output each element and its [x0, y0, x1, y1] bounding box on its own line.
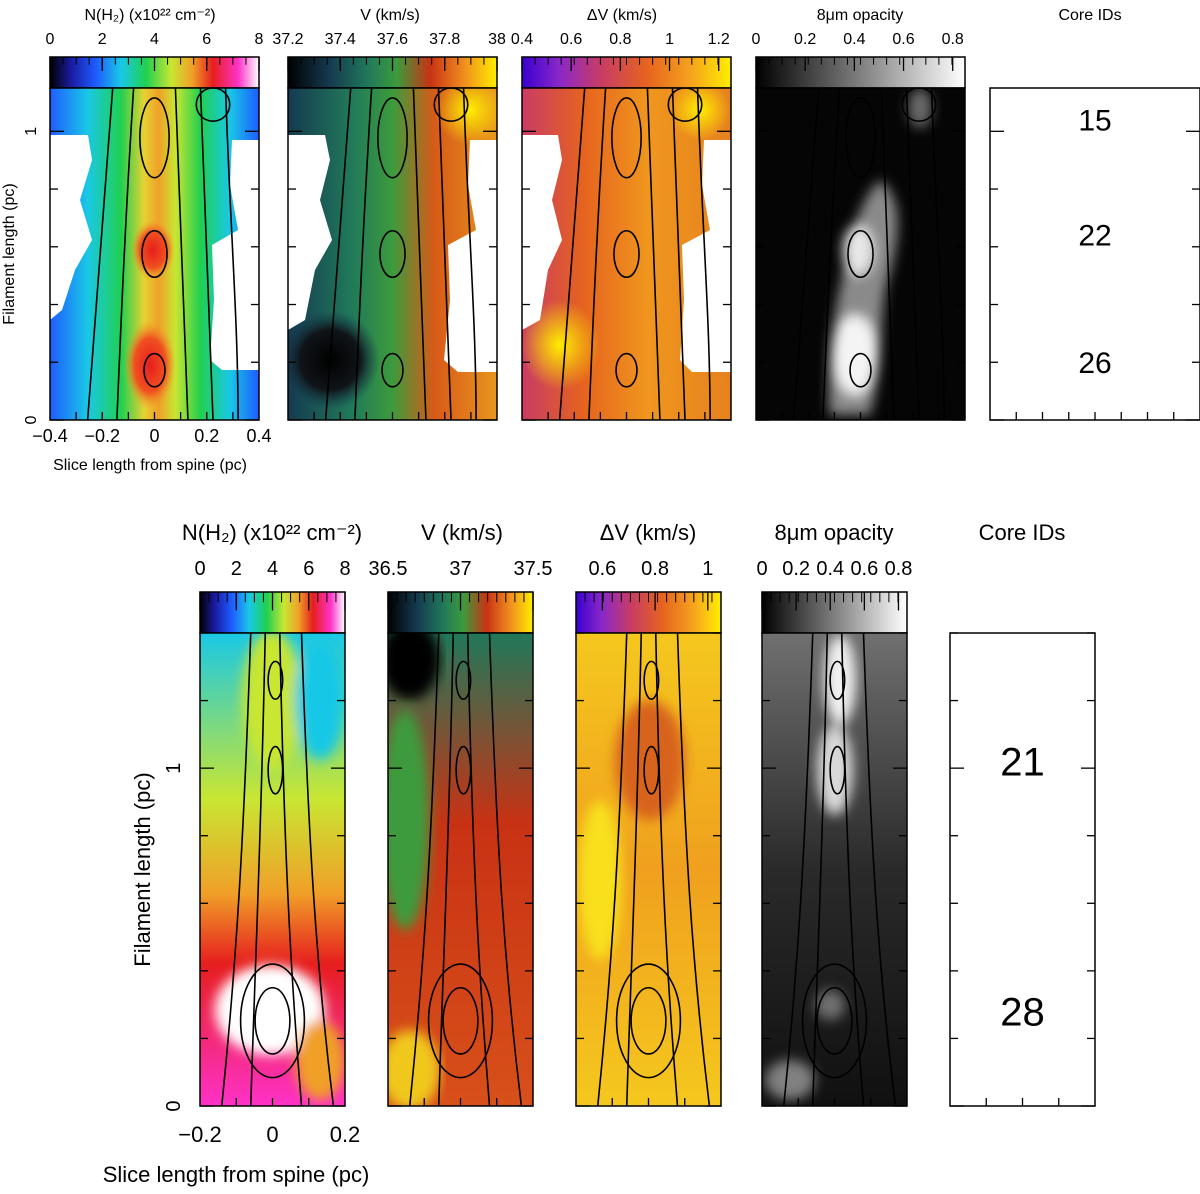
core-id-label: 21	[1000, 740, 1045, 784]
colorbar-tick-label: 0.8	[942, 31, 964, 48]
colorbar-tick-label: 8	[339, 558, 350, 580]
contours	[86, 88, 239, 420]
colorbar-tick-label: 1.2	[708, 31, 730, 48]
core-ids-panel	[949, 632, 1096, 1107]
colorbar-tick-label: 0.6	[588, 558, 616, 580]
colorbar-tick-label: 37.5	[514, 558, 553, 580]
colorbar-tick-label: 37.2	[272, 31, 303, 48]
panel-title-dv: ΔV (km/s)	[600, 520, 697, 545]
panel-title-op: 8μm opacity	[774, 520, 893, 545]
colorbar-tick-label: 38	[488, 31, 506, 48]
contours	[596, 633, 711, 1106]
x-tick-label: 0.2	[330, 1122, 361, 1147]
contours	[324, 88, 477, 420]
panel-title-vel: V (km/s)	[360, 7, 420, 24]
colorbar-tick-label: 0.6	[560, 31, 582, 48]
colorbar-tick-label: 0.6	[892, 31, 914, 48]
contours	[782, 633, 897, 1106]
map-op	[762, 633, 907, 1106]
x-tick-label: −0.2	[178, 1122, 221, 1147]
colorbar-tick-label: 0.8	[885, 558, 913, 580]
x-tick-label: 0	[149, 426, 159, 446]
contours	[220, 633, 335, 1106]
colorbar-tick-label: 2	[231, 558, 242, 580]
colorbar-tick-label: 36.5	[369, 558, 408, 580]
colorbar-tick-label: 0.4	[816, 558, 844, 580]
colorbar-tick-label: 8	[255, 31, 264, 48]
colorbar-tick-label: 1	[702, 558, 713, 580]
core-id-label: 15	[1078, 104, 1111, 137]
panel-title-op: 8μm opacity	[817, 7, 904, 24]
y-axis-label: Filament length (pc)	[1, 183, 18, 324]
colorbar-tick-label: 4	[267, 558, 278, 580]
colorbar-tick-label: 4	[150, 31, 159, 48]
x-axis-label: Slice length from spine (pc)	[53, 457, 247, 474]
y-tick-label: 1	[23, 127, 40, 136]
map-dv	[576, 633, 721, 1106]
colorbar-tick-label: 0.2	[794, 31, 816, 48]
y-tick-label: 0	[23, 415, 40, 424]
panel-title-vel: V (km/s)	[421, 520, 503, 545]
y-tick-label: 1	[163, 763, 185, 774]
map-op	[756, 88, 965, 420]
core-id-label: 22	[1078, 220, 1111, 253]
colorbar-tick-label: 0.4	[843, 31, 865, 48]
colorbar-tick-label: 6	[303, 558, 314, 580]
x-tick-label: −0.4	[32, 426, 68, 446]
panel-title-dv: ΔV (km/s)	[587, 7, 657, 24]
contours	[792, 88, 945, 420]
figure-row-1: N(H₂) (x10²² cm⁻²) V (km/s) ΔV (km/s) 8μ…	[49, 7, 1200, 421]
x-tick-label: 0.2	[194, 426, 219, 446]
colorbar-op	[755, 56, 966, 89]
colorbar-tick-label: 37.8	[429, 31, 460, 48]
colorbar-tick-label: 0	[46, 31, 55, 48]
colorbar-tick-label: 0	[194, 558, 205, 580]
y-axis-label: Filament length (pc)	[130, 772, 155, 966]
colorbar-tick-label: 0.8	[641, 558, 669, 580]
panel-title-ids: Core IDs	[1058, 7, 1121, 24]
colorbar-tick-label: 2	[98, 31, 107, 48]
colorbar-tick-label: 37.6	[377, 31, 408, 48]
core-ids-panel	[989, 87, 1200, 421]
x-tick-label: 0	[266, 1122, 278, 1147]
map-nh2	[200, 633, 345, 1106]
core-id-label: 28	[1000, 990, 1045, 1034]
colorbar-tick-label: 0.8	[609, 31, 631, 48]
panel-title-nh2: N(H₂) (x10²² cm⁻²)	[182, 520, 362, 545]
map-nh2	[50, 88, 259, 420]
contours	[408, 633, 523, 1106]
colorbar-tick-label: 37	[449, 558, 471, 580]
colorbar-tick-label: 0.2	[782, 558, 810, 580]
colorbar-tick-label: 0	[752, 31, 761, 48]
colorbar-tick-label: 0.4	[511, 31, 533, 48]
x-tick-label: −0.2	[84, 426, 120, 446]
map-vel	[288, 88, 497, 420]
figure-row-2: N(H₂) (x10²² cm⁻²) V (km/s) ΔV (km/s) 8μ…	[182, 520, 1096, 1107]
panel-title-nh2: N(H₂) (x10²² cm⁻²)	[84, 7, 215, 24]
contours	[558, 88, 711, 420]
colorbar-tick-label: 6	[202, 31, 211, 48]
colorbar-tick-label: 0	[756, 558, 767, 580]
panel-title-ids: Core IDs	[979, 520, 1066, 545]
y-tick-label: 0	[163, 1100, 185, 1111]
colorbar-tick-label: 37.4	[325, 31, 356, 48]
map-vel	[388, 633, 533, 1106]
colorbar-tick-label: 1	[665, 31, 674, 48]
colorbar-tick-label: 0.6	[850, 558, 878, 580]
x-axis-label: Slice length from spine (pc)	[103, 1162, 370, 1187]
core-id-label: 26	[1078, 347, 1111, 380]
x-tick-label: 0.4	[246, 426, 271, 446]
